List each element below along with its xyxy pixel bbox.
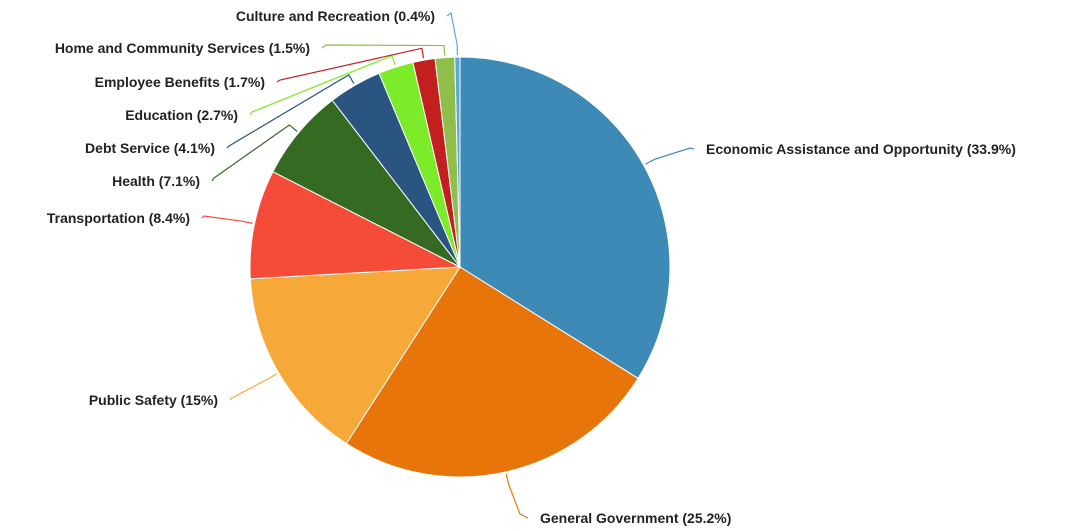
leader-line bbox=[446, 11, 458, 56]
leader-line bbox=[645, 147, 695, 165]
slice-label: Employee Benefits (1.7%) bbox=[95, 74, 265, 90]
slice-label: Culture and Recreation (0.4%) bbox=[236, 8, 435, 24]
pie-slice bbox=[249, 266, 461, 445]
leader-line bbox=[505, 473, 529, 519]
leader-line bbox=[276, 47, 425, 83]
leader-line bbox=[211, 124, 298, 182]
slice-labels: Economic Assistance and Opportunity (33.… bbox=[47, 8, 1016, 526]
pie-slices bbox=[249, 56, 671, 478]
slice-label: Public Safety (15%) bbox=[89, 392, 218, 408]
leader-line bbox=[249, 54, 396, 116]
pie-slice bbox=[459, 56, 671, 380]
slice-label: Home and Community Services (1.5%) bbox=[55, 40, 310, 56]
slice-label: Debt Service (4.1%) bbox=[85, 140, 215, 156]
slice-label: General Government (25.2%) bbox=[540, 510, 731, 526]
leader-line bbox=[321, 44, 446, 56]
pie-slice bbox=[249, 170, 462, 280]
slice-label: Economic Assistance and Opportunity (33.… bbox=[706, 141, 1016, 157]
leader-line bbox=[226, 74, 355, 149]
leader-line bbox=[229, 373, 278, 401]
slice-label: Transportation (8.4%) bbox=[47, 210, 190, 226]
leader-lines bbox=[201, 11, 695, 519]
pie-slice bbox=[454, 56, 461, 268]
pie-slice bbox=[345, 266, 639, 478]
slice-label: Health (7.1%) bbox=[112, 173, 200, 189]
slice-label: Education (2.7%) bbox=[125, 107, 238, 123]
leader-line bbox=[201, 215, 253, 224]
